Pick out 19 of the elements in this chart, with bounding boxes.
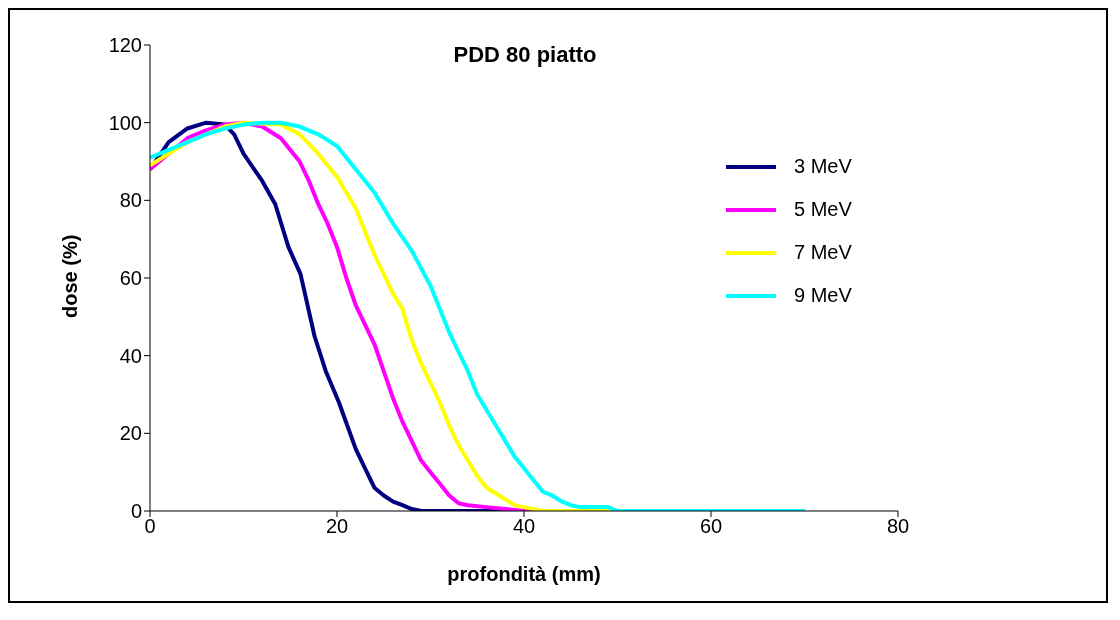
x-tick-label: 80 [886,515,910,538]
y-tick-label: 100 [108,111,142,134]
chart-title: PDD 80 piatto [452,42,598,68]
x-tick-label: 40 [512,515,536,538]
x-tick-label: 60 [699,515,723,538]
x-tick-label: 0 [144,515,156,538]
y-tick-label: 120 [108,34,142,57]
legend-label: 9 MeV [794,284,852,307]
y-tick-label: 80 [119,189,142,212]
legend-label: 7 MeV [794,241,852,264]
x-tick-label: 20 [325,515,349,538]
x-axis-title: profondità (mm) [447,563,601,585]
legend-label: 3 MeV [794,155,852,178]
legend-label: 5 MeV [794,198,852,221]
y-axis-title: dose (%) [59,234,82,318]
y-tick-label: 0 [130,500,142,523]
y-tick-label: 20 [119,422,142,445]
y-tick-label: 60 [119,267,142,290]
y-tick-label: 40 [119,344,142,367]
